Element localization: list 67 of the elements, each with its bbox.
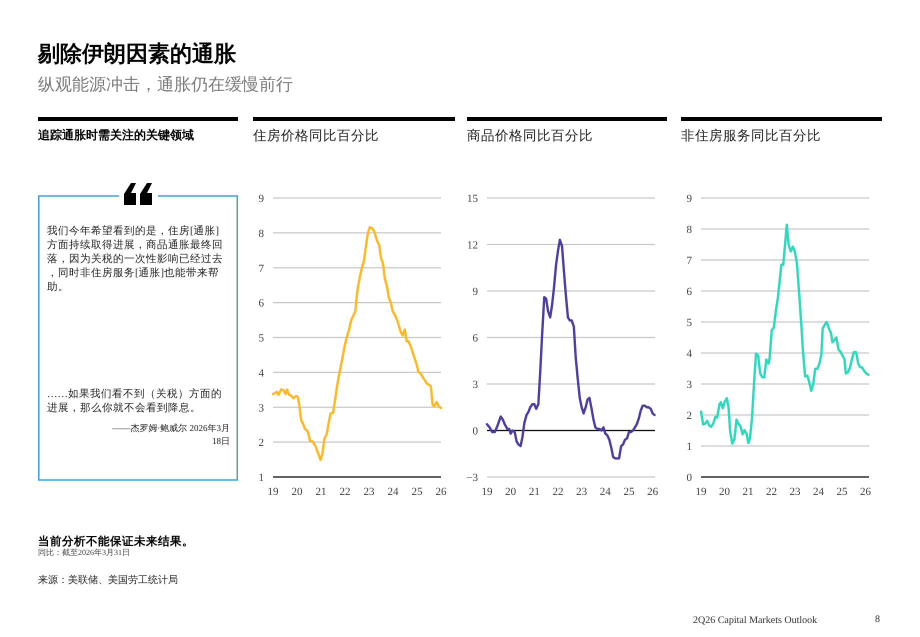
x-tick-label: 22 bbox=[766, 486, 777, 498]
x-tick-label: 23 bbox=[364, 486, 375, 498]
chart-title: 非住房服务同比百分比 bbox=[681, 128, 821, 144]
x-tick-label: 20 bbox=[718, 486, 730, 498]
y-tick-label: 3 bbox=[686, 379, 692, 391]
chart-title: 住房价格同比百分比 bbox=[252, 128, 379, 144]
y-tick-label: 7 bbox=[686, 255, 692, 267]
y-tick-label: 6 bbox=[686, 286, 692, 298]
x-tick-label: 23 bbox=[789, 486, 801, 498]
y-tick-label: 6 bbox=[472, 332, 478, 344]
y-tick-label: 3 bbox=[472, 379, 478, 391]
x-tick-label: 24 bbox=[812, 486, 824, 498]
y-tick-label: 4 bbox=[686, 348, 692, 360]
chart-title: 商品价格同比百分比 bbox=[467, 128, 593, 144]
y-tick-label: 2 bbox=[686, 410, 692, 422]
text: 2Q26 Capital Markets Outlook bbox=[693, 615, 818, 626]
x-tick-label: 21 bbox=[316, 486, 326, 498]
x-tick-label: 22 bbox=[340, 486, 350, 498]
text: 追踪通胀时需关注的关键领域 bbox=[37, 128, 194, 142]
x-tick-label: 26 bbox=[860, 486, 872, 498]
text: 剔除伊朗因素的通胀 bbox=[37, 41, 237, 67]
y-tick-label: 9 bbox=[686, 193, 692, 205]
text: 同比：截至2026年3月31日 bbox=[38, 548, 130, 557]
y-tick-label: 6 bbox=[258, 298, 264, 310]
text: ……如果我们看不到（关税）方面的进展，那么你就不会看到降息。 bbox=[47, 387, 222, 414]
y-tick-label: 9 bbox=[472, 286, 478, 298]
y-tick-label: 1 bbox=[686, 441, 692, 453]
y-tick-label: 1 bbox=[258, 472, 264, 484]
x-tick-label: 24 bbox=[600, 486, 612, 498]
text: ——杰罗姆·鲍威尔 2026年3月18日 bbox=[111, 423, 230, 446]
y-tick-label: 8 bbox=[686, 224, 692, 236]
x-tick-label: 19 bbox=[696, 486, 707, 498]
y-tick-label: 4 bbox=[258, 367, 264, 380]
y-tick-label: 0 bbox=[686, 472, 692, 484]
x-tick-label: 22 bbox=[552, 486, 564, 498]
y-tick-label: 9 bbox=[258, 193, 264, 205]
text: 我们今年希望看到的是，住房[通胀]方面持续取得进展，商品通胀最终回落，因为关税的一次性影响已经过去，同时非住房服务[通胀]也能带来帮助。 bbox=[47, 224, 223, 293]
x-tick-label: 20 bbox=[292, 486, 303, 498]
y-tick-label: 5 bbox=[258, 332, 264, 344]
x-tick-label: 25 bbox=[412, 486, 423, 498]
y-tick-label: −3 bbox=[466, 472, 478, 484]
y-tick-label: 0 bbox=[472, 426, 478, 438]
x-tick-label: 24 bbox=[388, 486, 399, 498]
line-series bbox=[272, 226, 442, 462]
y-tick-label: 3 bbox=[258, 402, 264, 414]
y-tick-label: 8 bbox=[258, 228, 264, 240]
x-tick-label: 26 bbox=[647, 486, 659, 498]
x-tick-label: 25 bbox=[836, 486, 848, 498]
text: 纵观能源冲击，通胀仍在缓慢前行 bbox=[38, 75, 293, 95]
y-tick-label: 15 bbox=[467, 193, 478, 205]
line-series bbox=[700, 223, 870, 445]
x-tick-label: 20 bbox=[505, 486, 517, 498]
source-note: 来源：美联储、美国劳工统计局 bbox=[38, 574, 178, 586]
x-tick-label: 25 bbox=[623, 486, 635, 498]
text: 8 bbox=[875, 614, 880, 625]
y-tick-label: 12 bbox=[467, 240, 478, 252]
y-tick-label: 5 bbox=[686, 317, 692, 329]
x-tick-label: 19 bbox=[482, 486, 493, 498]
x-tick-label: 21 bbox=[528, 486, 540, 498]
x-tick-label: 23 bbox=[576, 486, 588, 498]
x-tick-label: 21 bbox=[742, 486, 754, 498]
y-tick-label: 7 bbox=[258, 262, 264, 275]
y-tick-label: 2 bbox=[258, 437, 264, 450]
text: 当前分析不能保证未来结果。 bbox=[38, 534, 194, 548]
x-tick-label: 19 bbox=[268, 486, 279, 498]
x-tick-label: 26 bbox=[436, 486, 447, 498]
line-series bbox=[486, 238, 656, 460]
